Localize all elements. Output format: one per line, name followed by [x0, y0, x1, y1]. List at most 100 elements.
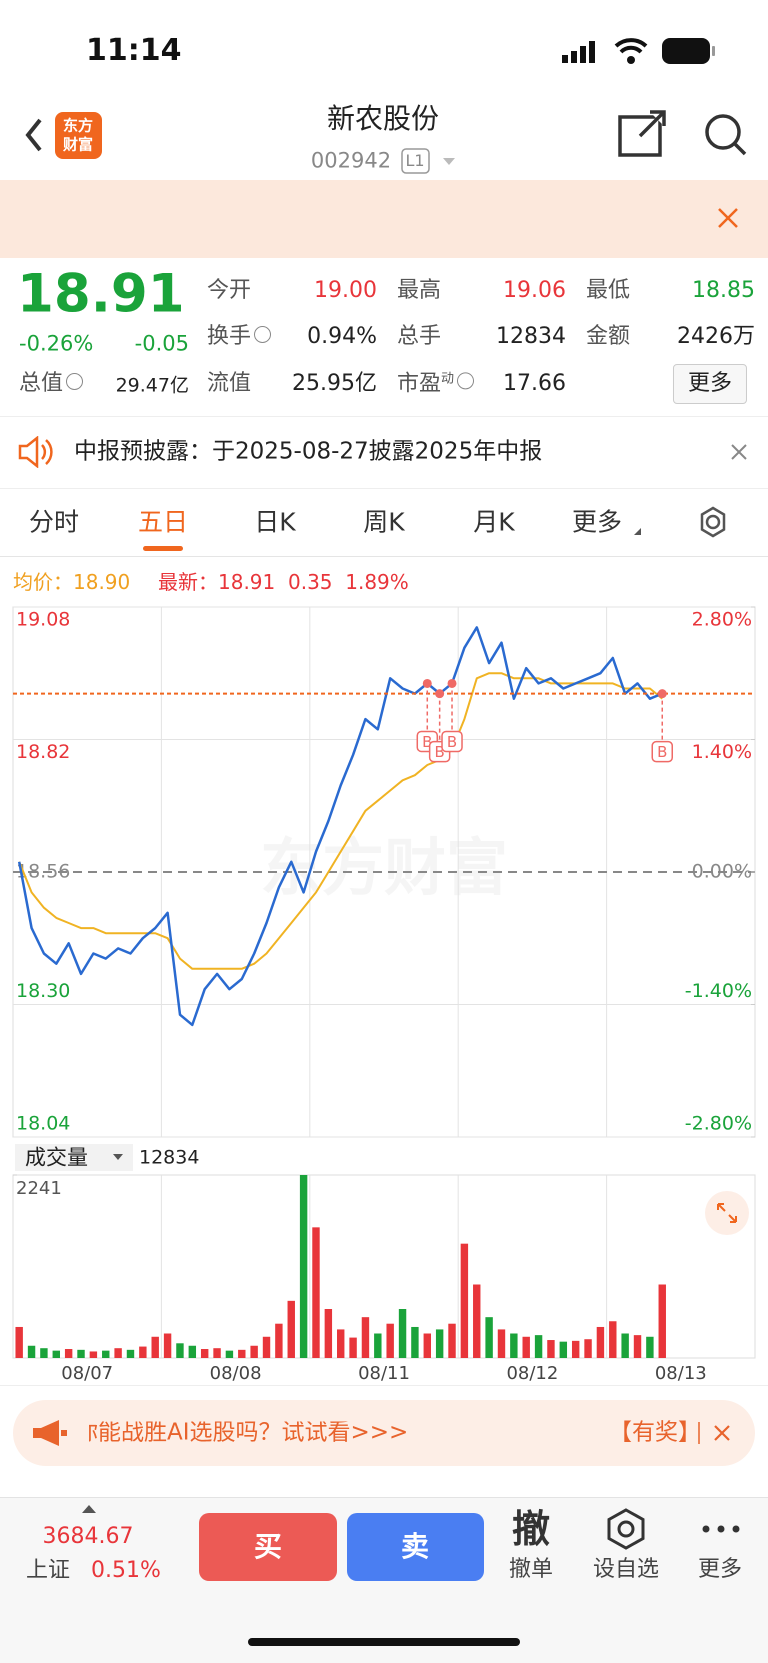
signal-label: B	[657, 743, 667, 761]
legend-avg: 均价：18.90	[13, 572, 130, 592]
x-tick-label: 08/07	[61, 1363, 113, 1384]
label-sup: 动	[441, 371, 455, 387]
volume-bar	[176, 1343, 184, 1358]
volume-bar	[139, 1346, 147, 1358]
chart: 东方财富 19.08 18.82 18.56 18.30 18.04 2.80% 1.40%…	[12, 606, 756, 1384]
action-label[interactable]: 设自选	[592, 1557, 660, 1582]
tab[interactable]: 分时	[28, 507, 80, 537]
cancel-icon[interactable]: 撤	[511, 1507, 551, 1551]
label: 最低	[586, 278, 631, 303]
volume-bar	[658, 1284, 666, 1358]
y-tick-label: 18.82	[16, 741, 70, 763]
close-button[interactable]	[698, 1422, 738, 1444]
expand-button[interactable]	[705, 1191, 749, 1235]
volume-bar	[151, 1336, 159, 1358]
stat-value: 18.85	[692, 278, 755, 303]
y-tick-label: 18.30	[16, 980, 70, 1002]
change: -0.05	[134, 331, 189, 356]
tab[interactable]: 月K	[473, 507, 515, 537]
y2-tick-label: 0.00%	[692, 861, 752, 883]
banner[interactable]: 你能战胜AI选股吗？试试看>>> 【有奖】	[13, 1400, 755, 1466]
buy-button[interactable]	[199, 1513, 337, 1581]
volume-bar	[398, 1309, 407, 1358]
x-tick-label: 08/08	[210, 1363, 262, 1384]
volume-bar	[200, 1349, 209, 1358]
volume-bar	[225, 1350, 234, 1358]
volume-bar	[27, 1345, 36, 1358]
volume-selector[interactable]	[15, 1144, 133, 1171]
value: 1.89%	[345, 570, 409, 594]
label: 总值	[19, 371, 64, 396]
stat-label: 今开	[207, 280, 251, 302]
volume-bar	[275, 1323, 283, 1358]
tab[interactable]: 五日	[137, 507, 189, 537]
index-value[interactable]: 3684.67	[42, 1524, 134, 1549]
y2-tick-label: 1.40%	[692, 741, 752, 763]
value: 18.90	[73, 570, 131, 594]
label: 最新：	[158, 570, 218, 594]
volume-bar	[349, 1337, 357, 1358]
speaker-icon	[18, 436, 53, 468]
more-button[interactable]: 更多	[672, 364, 748, 404]
volume-bar	[386, 1323, 394, 1358]
action-label[interactable]: 更多	[697, 1557, 743, 1582]
volume-bar	[15, 1326, 23, 1358]
volume-tick-label: 2241	[16, 1178, 62, 1199]
volume-bar	[287, 1300, 295, 1358]
volume-bar	[609, 1321, 617, 1358]
more-icon[interactable]	[702, 1524, 740, 1534]
stat-value: 29.47亿	[115, 374, 189, 397]
status-icons	[25, 38, 747, 174]
volume-bar	[559, 1341, 568, 1358]
watchlist-icon[interactable]	[605, 1508, 647, 1550]
stat-value: 17.66	[503, 371, 566, 396]
volume-bar	[102, 1350, 110, 1358]
divider	[0, 488, 768, 489]
x-tick-label: 08/12	[506, 1363, 558, 1384]
close-button[interactable]	[717, 207, 739, 229]
volume-bar	[163, 1333, 172, 1358]
stat-label: 最低	[586, 280, 630, 302]
y-tick-label: 19.08	[16, 609, 70, 631]
signal-point	[657, 689, 667, 699]
tab[interactable]: 日K	[254, 507, 296, 537]
volume-total: 12834	[139, 1146, 200, 1169]
status-time: 11:14	[86, 33, 182, 68]
tab[interactable]: 更多	[571, 507, 623, 537]
home-indicator	[248, 1638, 520, 1646]
volume-bar	[40, 1348, 48, 1358]
tab[interactable]: 周K	[363, 507, 405, 537]
volume-bar	[374, 1333, 382, 1358]
stat-label: 最高	[397, 280, 441, 302]
volume-bar	[485, 1317, 493, 1358]
notice[interactable]: 中报预披露：于2025-08-27披露2025年中报	[74, 438, 543, 465]
info-icon[interactable]	[457, 372, 475, 390]
stat-label: 金额	[586, 326, 630, 348]
y2-tick-label: -2.80%	[685, 1113, 752, 1135]
stat-value: 19.06	[503, 278, 566, 303]
label: 今开	[207, 278, 252, 303]
signal-badge	[651, 740, 673, 763]
volume-bar	[262, 1336, 271, 1358]
volume-bar	[621, 1333, 629, 1358]
settings-icon[interactable]	[696, 505, 730, 539]
action-label[interactable]: 撤单	[508, 1557, 554, 1582]
divider	[0, 416, 768, 417]
promo-band	[0, 180, 768, 258]
stat-value: 25.95亿	[292, 371, 377, 396]
info-icon[interactable]	[66, 373, 84, 390]
volume-bar	[596, 1326, 605, 1358]
volume-bar	[361, 1317, 370, 1358]
volume-bar	[460, 1243, 469, 1358]
stat-label: 市盈动	[397, 371, 475, 395]
volume-bar	[188, 1345, 197, 1358]
close-button[interactable]	[731, 444, 747, 460]
logo-text: 东方	[62, 116, 94, 135]
megaphone-icon	[33, 1420, 67, 1446]
volume-bar	[571, 1340, 580, 1358]
info-icon[interactable]	[254, 326, 272, 343]
volume-bar	[646, 1336, 654, 1358]
value: 18.91	[218, 570, 276, 594]
sell-button[interactable]	[347, 1513, 484, 1581]
